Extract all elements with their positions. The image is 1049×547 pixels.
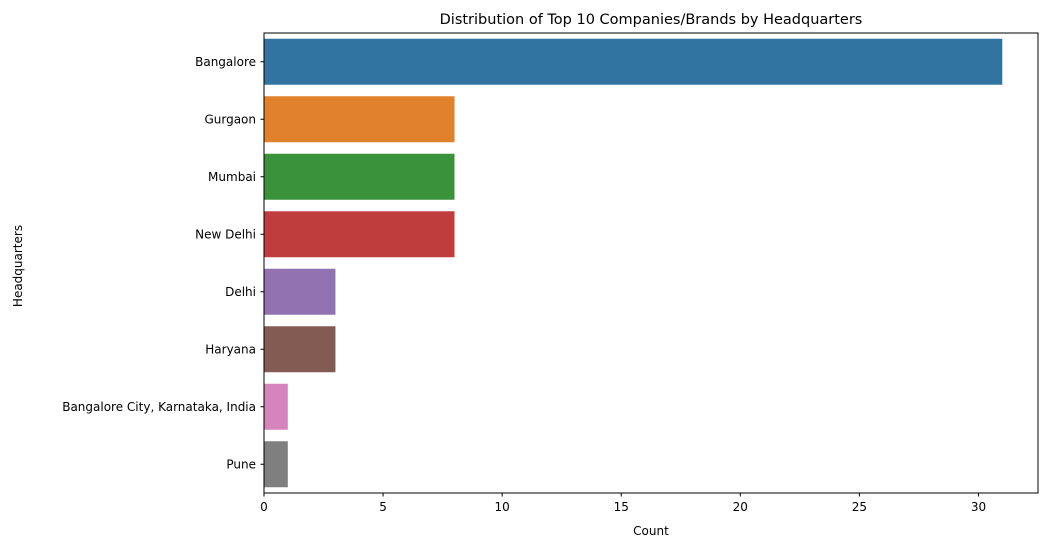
x-tick-label: 15 xyxy=(614,500,629,514)
y-axis-ticks: Bangalore Gurgaon Mumbai New Delhi Delhi Hary… xyxy=(62,55,264,471)
x-tick-label: 5 xyxy=(379,500,387,514)
bar-haryana xyxy=(264,326,336,373)
y-tick-label: Bangalore xyxy=(195,55,256,69)
bar-new-delhi xyxy=(264,211,455,258)
y-tick-label: Delhi xyxy=(225,285,256,299)
chart-title: Distribution of Top 10 Companies/Brands … xyxy=(440,12,863,28)
bar-delhi xyxy=(264,268,336,315)
x-tick-label: 30 xyxy=(971,500,986,514)
y-tick-label: New Delhi xyxy=(195,227,256,241)
y-tick-label: Bangalore City, Karnataka, India xyxy=(62,400,256,414)
bar-gurgaon xyxy=(264,96,455,143)
x-tick-label: 0 xyxy=(260,500,268,514)
y-tick-label: Mumbai xyxy=(208,170,256,184)
y-axis-title: Headquarters xyxy=(11,225,25,307)
y-tick-label: Haryana xyxy=(205,342,256,356)
bars-group xyxy=(264,38,1003,488)
bar-mumbai xyxy=(264,153,455,200)
bar-pune xyxy=(264,441,288,488)
bar-bangalore xyxy=(264,38,1003,85)
y-tick-label: Gurgaon xyxy=(204,112,256,126)
x-axis-ticks: 0 5 10 15 20 25 30 xyxy=(260,493,986,514)
x-tick-label: 25 xyxy=(852,500,867,514)
bar-bangalore-city-karnataka-india xyxy=(264,383,288,430)
x-tick-label: 20 xyxy=(733,500,748,514)
y-tick-label: Pune xyxy=(226,457,256,471)
x-axis-title: Count xyxy=(633,524,669,538)
x-tick-label: 10 xyxy=(495,500,510,514)
plot-frame xyxy=(263,32,1039,494)
